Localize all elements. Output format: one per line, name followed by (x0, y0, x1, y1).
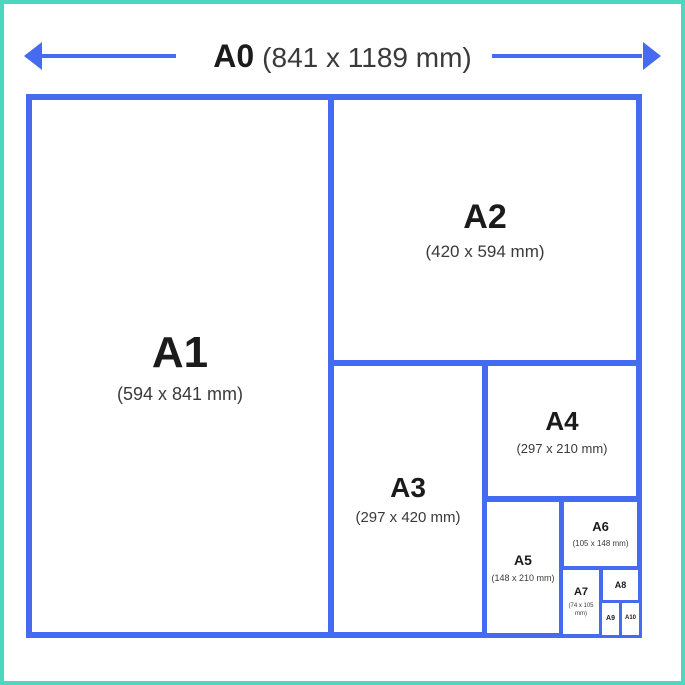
box-a10: A10 (619, 600, 642, 638)
a4-name: A4 (545, 406, 578, 437)
box-a1: A1 (594 x 841 mm) (26, 94, 334, 638)
a9-name: A9 (606, 615, 615, 623)
box-a2: A2 (420 x 594 mm) (328, 94, 642, 366)
arrow-right-head-icon (643, 42, 661, 70)
a8-name: A8 (615, 580, 627, 591)
a0-name: A0 (213, 38, 254, 75)
a6-dims: (105 x 148 mm) (572, 539, 628, 549)
a5-name: A5 (514, 552, 532, 569)
paper-size-grid: A1 (594 x 841 mm) A2 (420 x 594 mm) A3 (297… (26, 94, 642, 638)
outer-frame: A0 (841 x 1189 mm) A1 (594 x 841 mm) A2 (4… (0, 0, 685, 685)
a3-dims: (297 x 420 mm) (355, 509, 460, 527)
a1-dims: (594 x 841 mm) (117, 384, 243, 406)
a0-dims: (841 x 1189 mm) (262, 42, 472, 74)
box-a5: A5 (148 x 210 mm) (482, 497, 564, 638)
arrow-line-right (492, 54, 642, 58)
box-a3: A3 (297 x 420 mm) (328, 360, 488, 638)
a0-title: A0 (841 x 1189 mm) (205, 38, 479, 75)
a10-name: A10 (625, 615, 636, 622)
a0-header: A0 (841 x 1189 mm) (26, 26, 659, 86)
box-a6: A6 (105 x 148 mm) (559, 497, 642, 571)
a7-name: A7 (574, 586, 588, 599)
a3-name: A3 (390, 471, 426, 505)
a2-name: A2 (463, 197, 506, 238)
box-a7: A7 (74 x 105 mm) (559, 566, 603, 638)
a1-name: A1 (152, 327, 208, 380)
a6-name: A6 (592, 519, 609, 535)
a7-dims: (74 x 105 mm) (563, 603, 599, 617)
a4-dims: (297 x 210 mm) (516, 441, 607, 457)
box-a4: A4 (297 x 210 mm) (482, 360, 642, 502)
a5-dims: (148 x 210 mm) (491, 573, 554, 584)
arrow-line-left (26, 54, 176, 58)
box-a8: A8 (599, 566, 642, 604)
a2-dims: (420 x 594 mm) (425, 242, 544, 262)
